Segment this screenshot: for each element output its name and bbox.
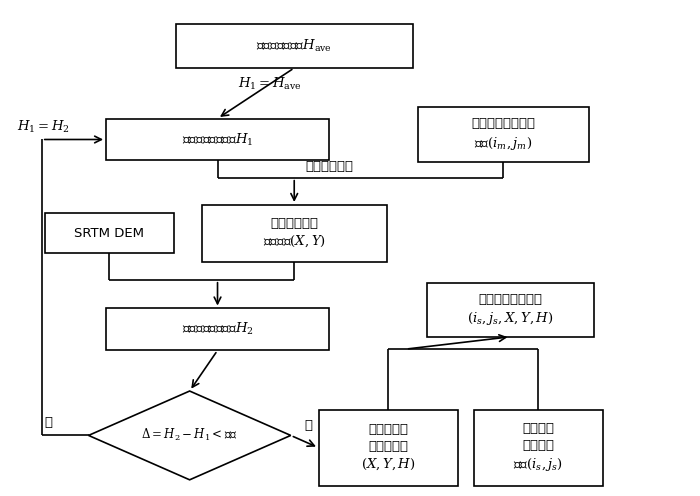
FancyBboxPatch shape — [176, 24, 413, 68]
Text: 否: 否 — [45, 416, 52, 429]
FancyBboxPatch shape — [202, 205, 386, 261]
Text: 主影像连接点影像
坐标$(i_m,j_m)$: 主影像连接点影像 坐标$(i_m,j_m)$ — [471, 118, 536, 152]
Text: 直接地理定位: 直接地理定位 — [305, 160, 353, 173]
Text: 从影像连接点坐标
$(i_s,j_s,X,Y,H)$: 从影像连接点坐标 $(i_s,j_s,X,Y,H)$ — [467, 293, 554, 327]
Text: 测区平均高程值$H_{\mathrm{ave}}$: 测区平均高程值$H_{\mathrm{ave}}$ — [256, 38, 332, 54]
FancyBboxPatch shape — [106, 119, 329, 160]
Text: SRTM DEM: SRTM DEM — [74, 227, 144, 240]
FancyBboxPatch shape — [318, 410, 458, 486]
Polygon shape — [88, 391, 290, 480]
FancyBboxPatch shape — [45, 213, 174, 253]
FancyBboxPatch shape — [474, 410, 603, 486]
Text: $\Delta=H_2-H_1<$阈值: $\Delta=H_2-H_1<$阈值 — [141, 428, 238, 443]
Text: $H_1=H_{\mathrm{ave}}$: $H_1=H_{\mathrm{ave}}$ — [239, 76, 302, 92]
Text: 主影像连接点高程$H_1$: 主影像连接点高程$H_1$ — [182, 131, 253, 147]
FancyBboxPatch shape — [418, 108, 589, 162]
Text: 主影像连接点
地理坐标$(X,Y)$: 主影像连接点 地理坐标$(X,Y)$ — [262, 217, 326, 249]
FancyBboxPatch shape — [106, 309, 329, 350]
Text: $H_1=H_2$: $H_1=H_2$ — [17, 119, 69, 135]
Text: 主影像连接点高程$H_2$: 主影像连接点高程$H_2$ — [181, 321, 253, 337]
Text: 从影像连
接点影像
坐标$(i_s,j_s)$: 从影像连 接点影像 坐标$(i_s,j_s)$ — [513, 423, 564, 473]
FancyBboxPatch shape — [427, 283, 594, 337]
Text: 主影像连接
点大地坐标
$(X,Y,H)$: 主影像连接 点大地坐标 $(X,Y,H)$ — [361, 423, 416, 472]
Text: 是: 是 — [304, 419, 312, 432]
